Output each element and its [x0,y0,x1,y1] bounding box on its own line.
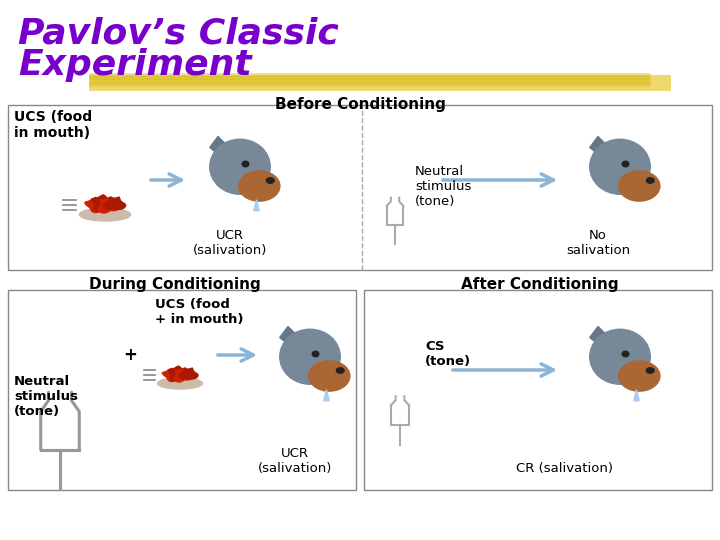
Ellipse shape [210,139,270,194]
FancyBboxPatch shape [89,75,671,91]
Ellipse shape [590,139,650,194]
Polygon shape [85,198,106,213]
Ellipse shape [622,161,629,167]
Ellipse shape [266,178,274,183]
Text: During Conditioning: During Conditioning [89,277,261,292]
Ellipse shape [242,161,249,167]
Text: Pavlov’s Classic: Pavlov’s Classic [18,17,338,51]
Ellipse shape [647,178,654,183]
Text: Experiment: Experiment [18,48,251,82]
Ellipse shape [336,368,344,373]
Text: No
salivation: No salivation [566,229,630,257]
Ellipse shape [590,329,650,384]
Polygon shape [324,390,329,401]
Ellipse shape [622,351,629,357]
Text: UCR
(salivation): UCR (salivation) [193,229,267,257]
Polygon shape [98,197,122,213]
FancyBboxPatch shape [89,80,650,84]
Ellipse shape [618,361,660,391]
FancyBboxPatch shape [89,78,650,82]
Polygon shape [210,137,235,159]
FancyBboxPatch shape [89,84,650,87]
Text: +: + [123,346,137,364]
Text: Before Conditioning: Before Conditioning [274,97,446,112]
Polygon shape [162,368,181,382]
Polygon shape [590,327,614,348]
FancyBboxPatch shape [8,290,356,490]
Polygon shape [91,195,115,212]
FancyBboxPatch shape [89,76,650,80]
Text: Neutral
stimulus
(tone): Neutral stimulus (tone) [415,165,472,208]
Polygon shape [280,327,305,348]
Ellipse shape [158,378,202,389]
FancyBboxPatch shape [89,82,650,86]
Polygon shape [179,368,198,379]
Text: CR (salivation): CR (salivation) [516,462,613,475]
Text: UCS (food
in mouth): UCS (food in mouth) [14,110,92,140]
Polygon shape [168,366,189,381]
Polygon shape [590,137,614,159]
Text: After Conditioning: After Conditioning [462,277,618,292]
Ellipse shape [618,171,660,201]
Ellipse shape [309,361,350,391]
FancyBboxPatch shape [364,290,712,490]
FancyBboxPatch shape [89,75,650,78]
Ellipse shape [280,329,341,384]
Text: Neutral
stimulus
(tone): Neutral stimulus (tone) [14,375,78,418]
Polygon shape [634,390,639,401]
Polygon shape [104,197,126,210]
Polygon shape [253,200,259,211]
Text: CS
(tone): CS (tone) [425,340,471,368]
Text: UCS (food
+ in mouth): UCS (food + in mouth) [155,298,243,326]
Ellipse shape [312,351,319,357]
FancyBboxPatch shape [89,79,650,83]
Text: UCR
(salivation): UCR (salivation) [258,447,332,475]
FancyBboxPatch shape [89,73,650,77]
Ellipse shape [79,208,130,221]
Ellipse shape [238,171,280,201]
FancyBboxPatch shape [8,105,712,270]
Polygon shape [174,368,194,382]
Ellipse shape [647,368,654,373]
